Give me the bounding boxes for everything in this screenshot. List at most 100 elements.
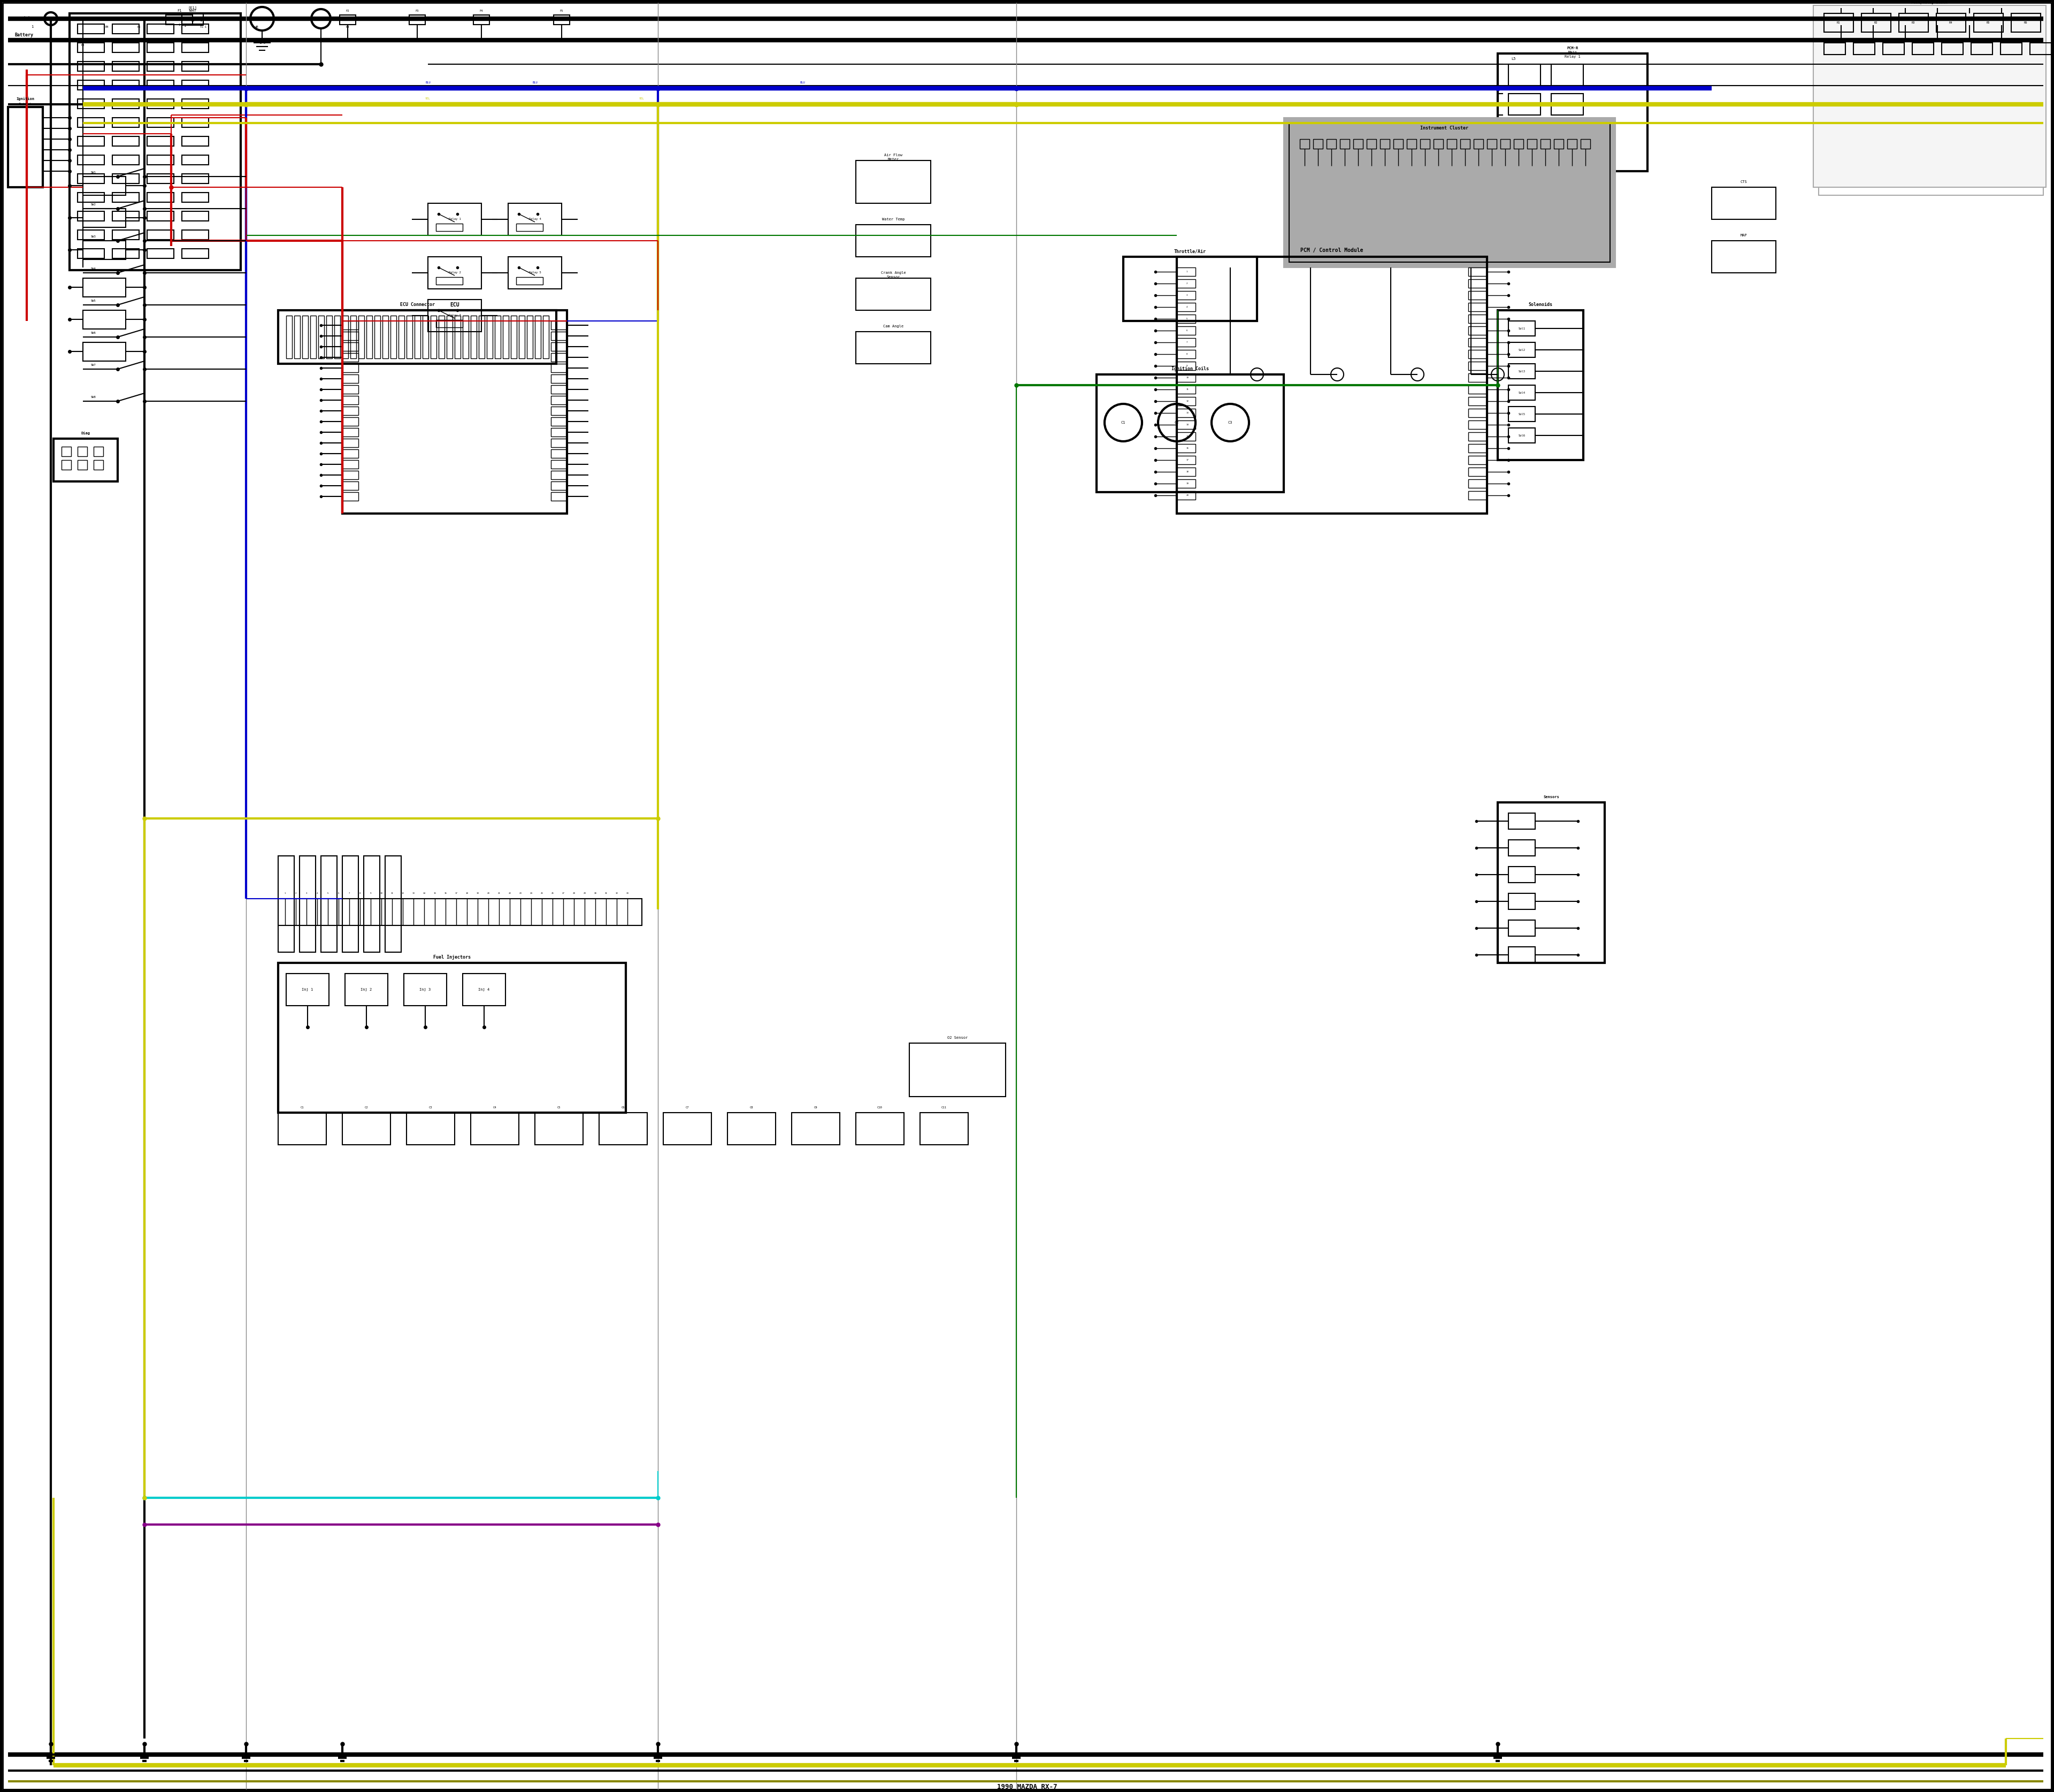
Text: 12: 12 — [401, 892, 405, 894]
Bar — [320, 857, 337, 952]
Text: C11: C11 — [941, 1106, 947, 1109]
Bar — [8, 108, 43, 186]
Bar — [183, 211, 210, 220]
Bar — [148, 81, 175, 90]
Text: 14: 14 — [1187, 423, 1189, 426]
Bar — [343, 428, 357, 437]
Bar — [1419, 140, 1430, 149]
Text: C9: C9 — [813, 1106, 817, 1109]
Bar — [1177, 339, 1195, 346]
Bar — [435, 278, 462, 285]
Bar — [1339, 140, 1349, 149]
Text: 22: 22 — [509, 892, 511, 894]
Bar — [343, 439, 357, 448]
Text: Fuel Injectors: Fuel Injectors — [433, 955, 470, 961]
Bar — [1508, 840, 1534, 857]
Text: Inj 1: Inj 1 — [302, 987, 314, 991]
Bar — [407, 1113, 454, 1145]
Bar — [277, 857, 294, 952]
Bar — [364, 857, 380, 952]
Text: 19: 19 — [1187, 482, 1189, 484]
Text: Fuse/Relay Block: Fuse/Relay Block — [1910, 2, 1947, 4]
Bar — [1469, 315, 1487, 323]
Bar — [166, 14, 193, 25]
Bar — [1972, 43, 1992, 54]
Bar — [343, 396, 357, 405]
Bar — [343, 857, 357, 952]
Bar — [1508, 342, 1534, 357]
Bar — [183, 156, 210, 165]
Text: ECU: ECU — [450, 303, 460, 308]
Bar — [550, 439, 567, 448]
Text: 13: 13 — [1187, 412, 1189, 414]
Text: Relay 4: Relay 4 — [528, 219, 540, 220]
Bar — [78, 174, 105, 183]
Bar — [148, 136, 175, 145]
Bar — [1469, 362, 1487, 371]
Text: C3: C3 — [429, 1106, 431, 1109]
Text: Main: Main — [1567, 50, 1577, 54]
Bar — [495, 315, 501, 358]
Bar — [1990, 13, 2013, 25]
Bar — [1508, 321, 1534, 335]
Text: 24: 24 — [530, 892, 532, 894]
Text: Crank Angle: Crank Angle — [881, 271, 906, 274]
Bar — [1177, 491, 1195, 500]
Bar — [335, 315, 341, 358]
Bar — [1473, 140, 1483, 149]
Bar — [1469, 339, 1487, 346]
Bar — [82, 342, 125, 360]
Bar — [462, 315, 468, 358]
Text: L5: L5 — [1512, 57, 1516, 61]
Bar — [113, 156, 140, 165]
Bar — [1177, 421, 1195, 428]
Text: 30: 30 — [594, 892, 596, 894]
Bar — [2029, 43, 2052, 54]
Bar — [1393, 140, 1403, 149]
Text: Instrument Cluster: Instrument Cluster — [1419, 125, 1469, 131]
Bar — [727, 1113, 776, 1145]
Bar — [550, 407, 567, 416]
Bar — [1497, 54, 1647, 172]
Text: 10: 10 — [380, 892, 382, 894]
Bar — [343, 461, 357, 468]
Bar — [415, 315, 421, 358]
Bar — [1469, 491, 1487, 500]
Text: 19: 19 — [477, 892, 479, 894]
Bar — [1567, 140, 1577, 149]
Bar — [550, 321, 567, 330]
Bar — [1177, 290, 1195, 299]
Bar — [113, 43, 140, 52]
Bar — [302, 315, 308, 358]
Text: R3: R3 — [1912, 22, 1914, 23]
Bar — [113, 192, 140, 202]
Bar — [427, 256, 481, 289]
Text: 27: 27 — [563, 892, 565, 894]
Bar — [520, 315, 524, 358]
Bar — [277, 962, 626, 1113]
Bar — [470, 315, 477, 358]
Bar — [791, 1113, 840, 1145]
Bar — [1957, 13, 1982, 25]
Bar — [1300, 140, 1310, 149]
Bar — [310, 315, 316, 358]
Bar — [920, 1113, 967, 1145]
Bar — [1177, 396, 1195, 405]
Bar — [1824, 43, 1844, 54]
Bar — [1497, 310, 1584, 461]
Bar — [1927, 13, 1949, 25]
Bar — [1555, 140, 1563, 149]
Bar — [550, 418, 567, 426]
Text: 23: 23 — [520, 892, 522, 894]
Bar — [357, 315, 364, 358]
Bar — [183, 174, 210, 183]
Bar — [343, 385, 357, 394]
Text: C4: C4 — [493, 1106, 497, 1109]
Bar — [183, 99, 210, 109]
Bar — [435, 224, 462, 231]
Bar — [343, 375, 357, 383]
Bar — [343, 407, 357, 416]
Bar — [1861, 13, 1886, 25]
Text: Ignition: Ignition — [16, 97, 35, 100]
Bar — [1354, 140, 1364, 149]
